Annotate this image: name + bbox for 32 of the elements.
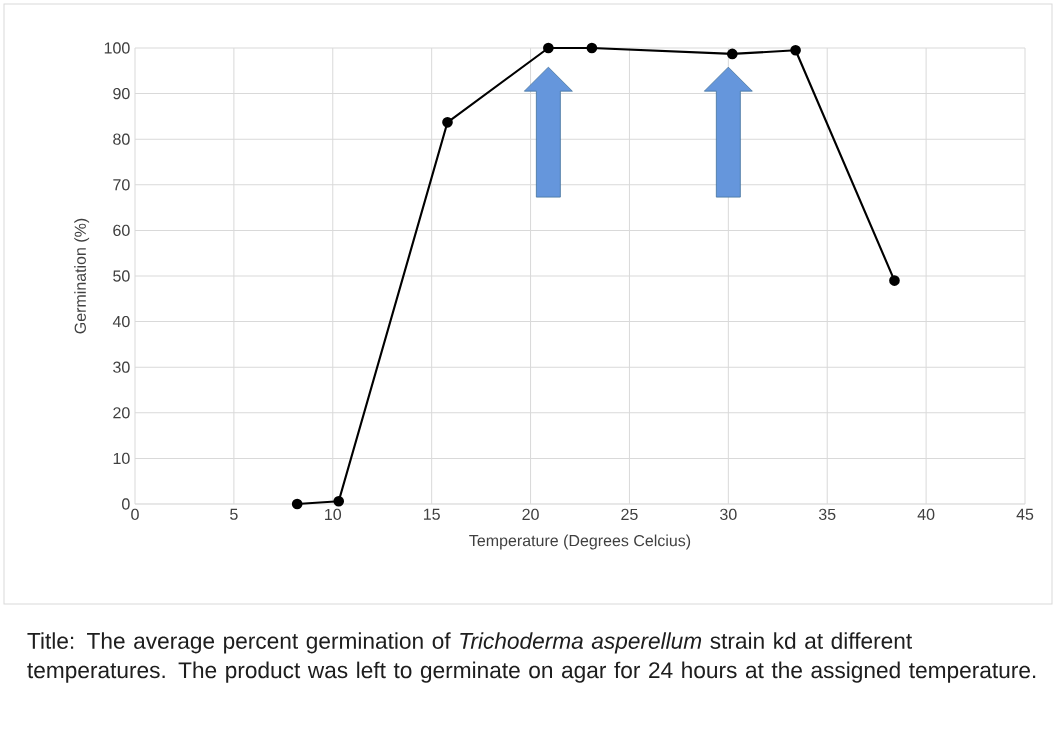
point	[543, 42, 554, 54]
x-tick-label: 0	[131, 508, 139, 521]
y-tick-label: 0	[122, 498, 130, 510]
y-tick-label: 40	[112, 315, 130, 328]
y-tick-label: 20	[113, 407, 130, 419]
x-tick-label: 20	[522, 508, 539, 521]
y-tick-label: 90	[113, 87, 130, 100]
x-tick-label: 40	[917, 508, 935, 521]
x-tick-label: 25	[621, 508, 638, 521]
point	[291, 498, 303, 510]
point	[790, 44, 801, 56]
point	[726, 48, 738, 60]
point	[889, 275, 900, 286]
point	[333, 495, 345, 507]
y-tick-label: 100	[104, 42, 130, 54]
y-tick-label: 30	[113, 361, 130, 373]
y-tick-label: 80	[113, 133, 130, 145]
y-tick-label: 60	[113, 224, 130, 237]
x-tick-label: 45	[1016, 508, 1034, 520]
x-tick-label: 35	[818, 508, 836, 521]
point	[442, 116, 453, 128]
text: Title: The average percent germination of Trichoderma asperellum strain kd at different temperatures. The product was left to germinate on agar for 24 hours at the assigned temperature.	[27, 632, 1036, 683]
y-tick-label: 50	[113, 270, 130, 282]
y-tick-label: 10	[113, 452, 130, 465]
point	[586, 42, 598, 54]
y-axis-title: Germination (%)	[74, 218, 90, 334]
x-tick-label: 15	[423, 508, 440, 520]
x-tick-label: 5	[230, 508, 238, 520]
x-tick-label: 10	[325, 508, 342, 521]
x-axis-title: Temperature (Degrees Celcius)	[469, 534, 691, 550]
x-tick-label: 30	[720, 508, 737, 521]
y-tick-label: 70	[113, 179, 130, 191]
